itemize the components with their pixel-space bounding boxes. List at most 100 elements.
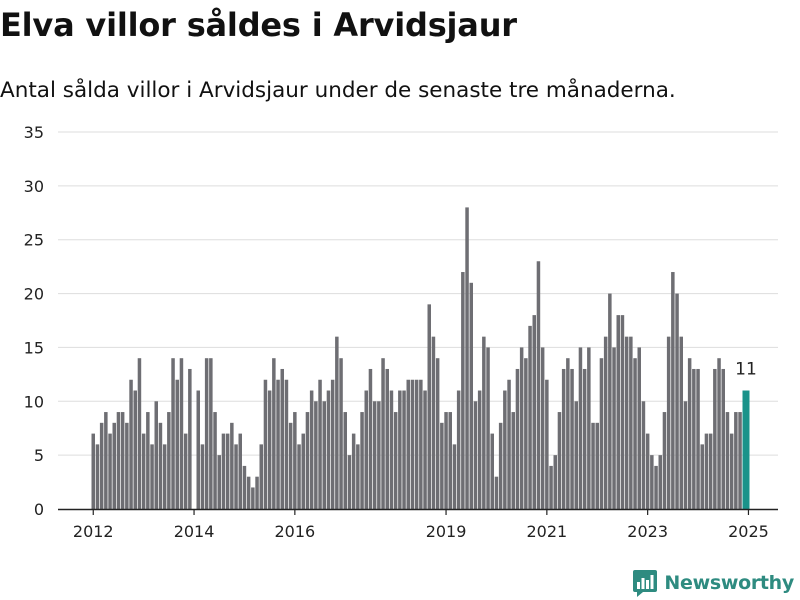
bar <box>112 422 116 509</box>
bar <box>372 401 377 509</box>
bar <box>360 412 364 509</box>
bar <box>498 422 503 509</box>
bar <box>95 444 100 509</box>
brand-name: Newsworthy <box>664 572 794 594</box>
bar <box>242 465 247 509</box>
bar <box>196 390 200 509</box>
bar <box>137 358 142 509</box>
bar <box>704 433 709 509</box>
bar <box>423 390 427 509</box>
bar <box>175 379 179 509</box>
bar <box>188 368 192 509</box>
x-tick-label: 2023 <box>627 522 668 541</box>
bar <box>734 412 738 509</box>
bar <box>599 358 604 509</box>
bar <box>297 444 301 509</box>
x-tick-label: 2019 <box>426 522 467 541</box>
bar <box>444 412 448 509</box>
y-tick-label: 25 <box>24 231 44 250</box>
bar <box>515 368 520 509</box>
y-tick-label: 15 <box>24 338 44 357</box>
bar <box>536 261 541 509</box>
bar <box>162 444 167 509</box>
bar <box>679 336 683 509</box>
x-axis: 2012 2014 2016 2019 2021 2023 2025 <box>58 508 778 541</box>
bar <box>708 433 713 509</box>
bar <box>696 368 700 509</box>
bar <box>532 315 536 509</box>
bar <box>461 272 465 509</box>
bar <box>503 390 507 509</box>
bar <box>469 282 473 509</box>
bar <box>288 422 293 509</box>
bar <box>276 379 280 509</box>
data-label-latest: 11 <box>735 360 757 380</box>
bar <box>641 401 646 509</box>
bar <box>431 336 436 509</box>
x-tick-label: 2012 <box>73 522 114 541</box>
bar <box>616 315 620 509</box>
bar <box>713 368 717 509</box>
newsworthy-chart-logo-icon <box>633 570 658 597</box>
bar <box>410 379 415 509</box>
bar <box>339 358 343 509</box>
bar <box>561 368 566 509</box>
bar <box>721 368 725 509</box>
chart-title: Elva villor såldes i Arvidsjaur <box>0 6 517 44</box>
y-tick-label: 5 <box>34 446 44 465</box>
bar <box>595 422 599 509</box>
bar <box>314 401 318 509</box>
bar <box>612 347 616 509</box>
bar <box>183 433 188 509</box>
bar <box>104 412 108 509</box>
bar <box>692 368 696 509</box>
bar <box>326 390 331 509</box>
bar <box>385 368 389 509</box>
bar <box>389 390 394 509</box>
bar <box>141 433 146 509</box>
bar <box>557 412 562 509</box>
brand-logo: Newsworthy <box>632 569 794 597</box>
bar <box>456 390 461 509</box>
bar <box>414 379 419 509</box>
bar <box>221 433 226 509</box>
bar <box>729 433 734 509</box>
bar <box>725 412 730 509</box>
bar <box>322 401 326 509</box>
bar <box>267 390 272 509</box>
bar <box>683 401 688 509</box>
bar <box>129 379 133 509</box>
bar <box>440 422 444 509</box>
bar <box>700 444 704 509</box>
bar <box>549 465 553 509</box>
bar <box>125 422 129 509</box>
bar <box>427 304 431 509</box>
bar <box>246 476 251 509</box>
y-axis: 0 5 10 15 20 25 30 35 <box>24 123 44 519</box>
bar <box>120 412 125 509</box>
x-tick-label: 2014 <box>174 522 215 541</box>
bar <box>507 379 511 509</box>
bar <box>91 433 95 509</box>
bar <box>519 347 524 509</box>
bar <box>452 444 457 509</box>
bar <box>377 401 381 509</box>
bar <box>448 412 452 509</box>
bar <box>356 444 360 509</box>
bar <box>179 358 184 509</box>
bar <box>435 358 440 509</box>
bar <box>251 487 255 509</box>
bar <box>263 379 268 509</box>
bar-highlight <box>742 390 750 509</box>
bar <box>293 412 297 509</box>
bar <box>343 412 347 509</box>
bar <box>570 368 574 509</box>
bar <box>158 422 163 509</box>
bar <box>213 412 217 509</box>
bar <box>687 358 692 509</box>
bar <box>368 368 373 509</box>
bar <box>566 358 570 509</box>
data-labels: 11 <box>735 360 757 380</box>
bar <box>582 368 587 509</box>
